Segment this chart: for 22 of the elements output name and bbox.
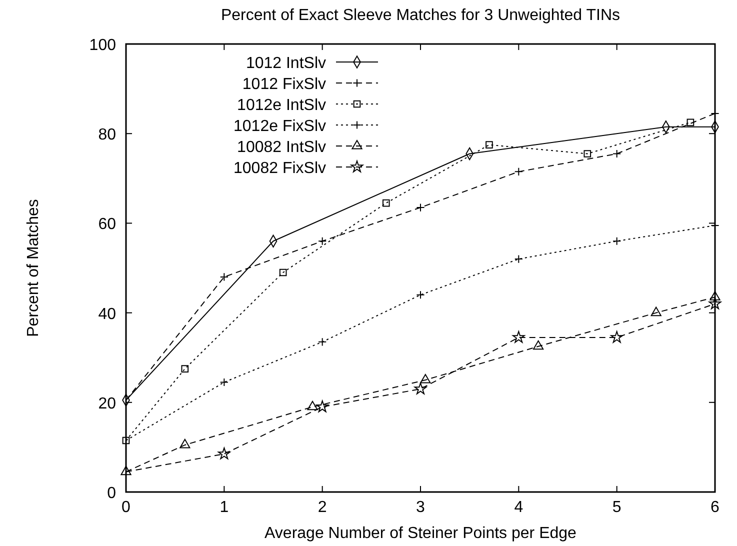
x-tick-label: 5 xyxy=(612,499,622,516)
legend-label: 10082 FixSlv xyxy=(234,160,326,177)
chart-title: Percent of Exact Sleeve Matches for 3 Unweighted TINs xyxy=(220,7,620,24)
legend-label: 1012 IntSlv xyxy=(246,55,326,72)
x-tick-label: 0 xyxy=(122,499,131,516)
y-axis-title: Percent of Matches xyxy=(25,199,42,337)
legend-label: 10082 IntSlv xyxy=(237,139,326,156)
y-tick-label: 100 xyxy=(89,37,116,54)
x-tick-label: 6 xyxy=(710,499,720,516)
legend-label: 1012e FixSlv xyxy=(234,118,326,135)
x-tick-label: 4 xyxy=(514,499,524,516)
legend-label: 1012 FixSlv xyxy=(242,76,326,93)
x-tick-label: 1 xyxy=(220,499,229,516)
x-tick-label: 2 xyxy=(318,499,327,516)
y-tick-label: 20 xyxy=(98,395,116,412)
legend-label: 1012e IntSlv xyxy=(237,97,326,114)
y-tick-label: 40 xyxy=(98,306,116,323)
x-tick-label: 3 xyxy=(416,499,426,516)
y-tick-label: 0 xyxy=(107,485,116,502)
y-tick-label: 80 xyxy=(98,126,116,144)
y-tick-label: 60 xyxy=(98,216,116,234)
x-axis-title: Average Number of Steiner Points per Edge xyxy=(264,525,577,542)
